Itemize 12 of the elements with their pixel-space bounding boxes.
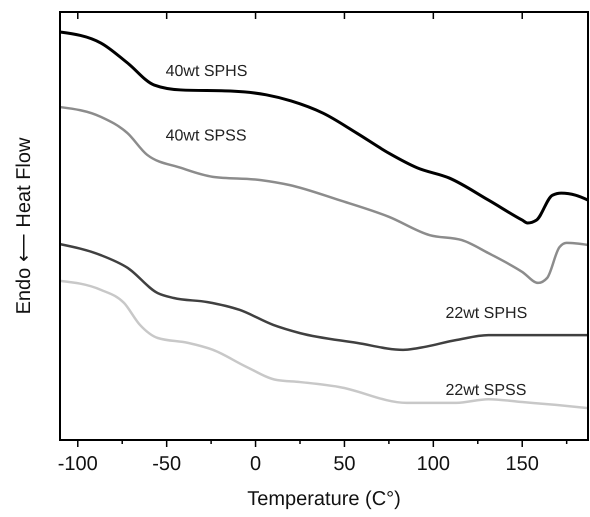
x-tick-label: -100 — [58, 453, 98, 475]
series-label: 40wt SPSS — [166, 127, 247, 144]
series-label: 40wt SPHS — [166, 63, 248, 80]
x-tick-label: 150 — [506, 453, 539, 475]
series-label: 22wt SPSS — [445, 382, 526, 400]
x-tick-label: 0 — [250, 453, 262, 475]
x-tick-label: -50 — [152, 453, 182, 475]
y-axis-title: Endo ⟵ Heat Flow — [13, 137, 35, 314]
series-label: 22wt SPHS — [445, 305, 528, 322]
x-tick-label: 100 — [416, 453, 450, 475]
x-tick-label: 50 — [333, 453, 356, 475]
x-axis-title: Temperature (C°) — [247, 488, 401, 510]
